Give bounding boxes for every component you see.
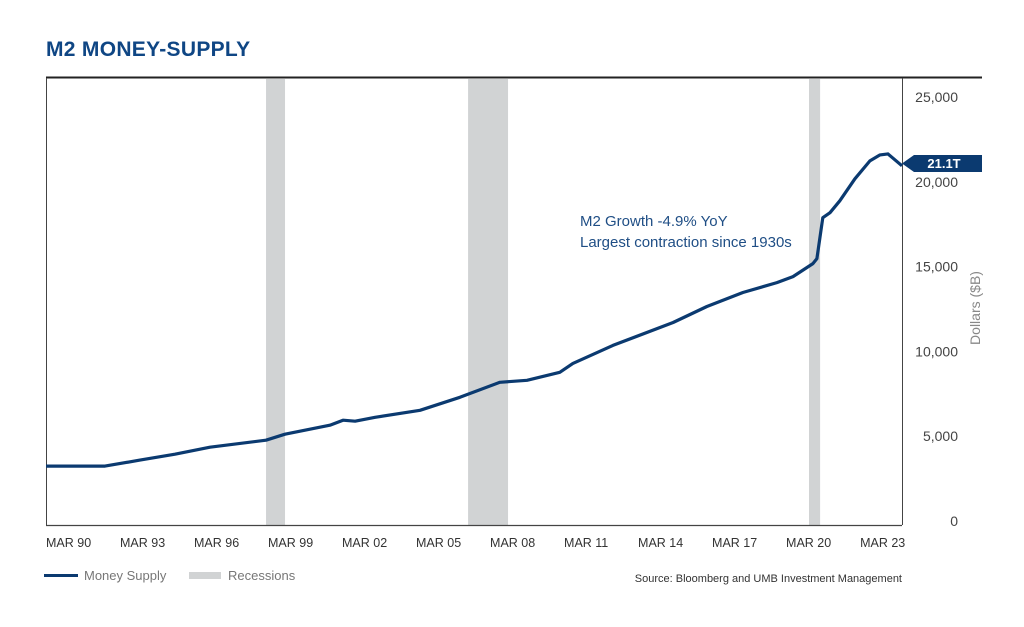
last-value-marker <box>902 155 982 172</box>
legend-label-recessions: Recessions <box>228 568 296 583</box>
legend-line-swatch <box>44 574 78 577</box>
recession-layer <box>266 79 821 525</box>
y-tick-label: 25,000 <box>915 89 958 105</box>
x-tick-label: MAR 23 <box>860 536 905 550</box>
annotation-line-1: M2 Growth -4.9% YoY <box>580 213 728 230</box>
legend-recession-swatch <box>189 572 221 579</box>
y-tick-label: 0 <box>950 513 958 529</box>
y-tick-label: 20,000 <box>915 174 958 190</box>
legend-recessions: Recessions <box>189 568 295 583</box>
y-ticks: 0 5,000 10,000 15,000 20,000 25,000 <box>915 89 958 529</box>
x-tick-label: MAR 08 <box>490 536 535 550</box>
x-tick-label: MAR 17 <box>712 536 757 550</box>
chart-title: M2 MONEY-SUPPLY <box>46 38 251 61</box>
x-tick-label: MAR 14 <box>638 536 683 550</box>
money-supply-line <box>46 152 904 468</box>
x-tick-label: MAR 11 <box>564 536 608 550</box>
x-tick-label: MAR 90 <box>46 536 91 550</box>
source-note: Source: Bloomberg and UMB Investment Man… <box>634 573 902 585</box>
x-tick-label: MAR 93 <box>120 536 165 550</box>
recession-band-2 <box>808 79 821 525</box>
legend-money-supply: Money Supply <box>44 568 166 583</box>
y-tick-label: 15,000 <box>915 259 958 275</box>
annotation-line-2: Largest contraction since 1930s <box>580 234 792 251</box>
x-tick-label: MAR 99 <box>268 536 313 550</box>
recession-band-0 <box>266 79 286 525</box>
legend-label-money-supply: Money Supply <box>84 568 167 583</box>
y-tick-label: 10,000 <box>915 343 958 359</box>
recession-band-1 <box>468 79 509 525</box>
x-ticks: MAR 90 MAR 93 MAR 96 MAR 99 MAR 02 MAR 05 MAR … <box>46 536 905 550</box>
last-value-label: 21.1T <box>927 156 960 171</box>
x-tick-label: MAR 96 <box>194 536 239 550</box>
x-tick-label: MAR 20 <box>786 536 831 550</box>
y-axis-label: Dollars ($B) <box>967 271 983 345</box>
x-tick-label: MAR 02 <box>342 536 387 550</box>
y-tick-label: 5,000 <box>923 428 958 444</box>
last-value-callout: 21.1T <box>902 155 982 172</box>
x-tick-label: MAR 05 <box>416 536 461 550</box>
